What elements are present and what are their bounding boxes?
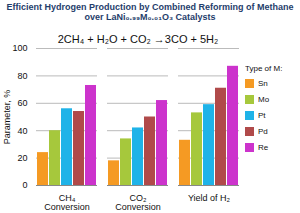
html-text:Pd: Pd [258,127,268,136]
svg-text:20: 20 [17,153,27,163]
svg-text:80: 80 [17,71,27,81]
svg-text:CH₄Conversion: CH₄Conversion [44,193,90,211]
html-text:Mo: Mo [258,95,270,104]
html-text:2CH₄ + H₂O + CO₂ →3CO + 5H₂: 2CH₄ + H₂O + CO₂ →3CO + 5H₂ [57,33,219,45]
svg-text:60: 60 [17,98,27,108]
html-text:Pt: Pt [258,111,266,120]
html-text:Re: Re [258,143,269,152]
html-text:Type of M:: Type of M: [245,64,283,73]
html-text:Sn: Sn [258,79,268,88]
svg-text:100: 100 [12,43,27,53]
html-text:Efficient Hydrogen Production: Efficient Hydrogen Production by Combine… [6,2,294,22]
svg-text:Parameter, %: Parameter, % [2,90,12,145]
svg-text:0: 0 [22,180,27,190]
svg-text:CO₂Conversion: CO₂Conversion [115,193,161,211]
svg-text:Yield of H₂: Yield of H₂ [188,193,231,203]
svg-text:40: 40 [17,126,27,136]
